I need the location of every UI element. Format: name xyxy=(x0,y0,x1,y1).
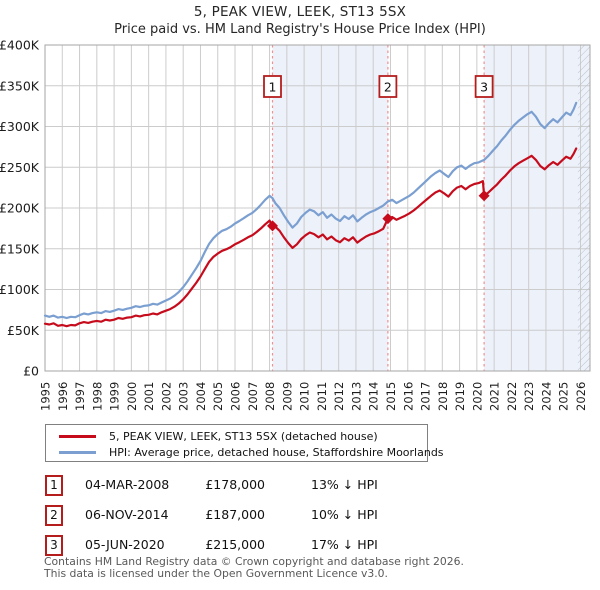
svg-text:2013: 2013 xyxy=(349,382,363,411)
page-subtitle: Price paid vs. HM Land Registry's House … xyxy=(114,22,486,37)
svg-text:£350K: £350K xyxy=(0,78,40,93)
svg-text:1996: 1996 xyxy=(56,382,70,411)
page-title: 5, PEAK VIEW, LEEK, ST13 5SX xyxy=(193,4,407,20)
svg-text:2015: 2015 xyxy=(384,382,398,411)
svg-text:£200K: £200K xyxy=(0,201,40,216)
sale-marker-1 xyxy=(267,220,279,232)
svg-text:2009: 2009 xyxy=(280,382,294,411)
legend-item-price-paid: 5, PEAK VIEW, LEEK, ST13 5SX (detached h… xyxy=(46,428,427,444)
svg-text:2020: 2020 xyxy=(470,382,484,411)
future-no-data-band xyxy=(577,45,590,371)
svg-text:2018: 2018 xyxy=(436,382,450,411)
svg-text:2002: 2002 xyxy=(159,382,173,411)
svg-text:1: 1 xyxy=(269,80,277,95)
sale-number-badge: 1 xyxy=(45,475,63,496)
svg-text:2012: 2012 xyxy=(332,382,346,411)
svg-text:1999: 1999 xyxy=(108,382,122,411)
sale-hpi-diff: 10% ↓ HPI xyxy=(311,507,378,522)
chart-legend: 5, PEAK VIEW, LEEK, ST13 5SX (detached h… xyxy=(45,424,444,462)
sale-flag-3 xyxy=(474,75,494,98)
svg-text:1997: 1997 xyxy=(73,382,87,411)
footer-line-1: Contains HM Land Registry data © Crown c… xyxy=(44,555,464,568)
sale-date: 05-JUN-2020 xyxy=(85,537,165,552)
x-axis-labels: 1995 1996 1997 1998 1999 2000 2001 2002 2003 2004… xyxy=(39,382,588,411)
sale-price: £215,000 xyxy=(205,537,265,552)
svg-text:2023: 2023 xyxy=(522,382,536,411)
table-row: 2 06-NOV-2014 £187,000 10% ↓ HPI xyxy=(45,503,565,533)
sale-number-badge: 3 xyxy=(45,535,63,556)
legend-label-hpi: HPI: Average price, detached house, Staf… xyxy=(109,445,444,459)
svg-text:£50K: £50K xyxy=(7,323,40,338)
svg-text:2010: 2010 xyxy=(298,382,312,411)
svg-text:2: 2 xyxy=(384,80,392,95)
sale-number-badge: 2 xyxy=(45,505,63,526)
svg-text:1998: 1998 xyxy=(90,382,104,411)
transactions-table: 1 04-MAR-2008 £178,000 13% ↓ HPI 2 06-NO… xyxy=(45,473,565,563)
svg-text:2001: 2001 xyxy=(142,382,156,411)
svg-text:2006: 2006 xyxy=(229,382,243,411)
svg-text:2007: 2007 xyxy=(246,382,260,411)
price-paid-line-swatch xyxy=(59,434,96,438)
legend-item-hpi: HPI: Average price, detached house, Staf… xyxy=(46,444,444,460)
sale-hpi-diff: 13% ↓ HPI xyxy=(311,477,378,492)
y-axis-labels: £0 £50K £100K £150K £200K £250K £300K £350K £400… xyxy=(0,38,40,379)
svg-text:2011: 2011 xyxy=(315,382,329,411)
sale-hpi-diff: 17% ↓ HPI xyxy=(311,537,378,552)
svg-text:£400K: £400K xyxy=(0,38,40,53)
svg-text:2019: 2019 xyxy=(453,382,467,411)
svg-text:£150K: £150K xyxy=(0,241,40,256)
sale-date: 06-NOV-2014 xyxy=(85,507,169,522)
svg-text:3: 3 xyxy=(480,80,488,95)
svg-text:2014: 2014 xyxy=(367,382,381,411)
svg-text:2017: 2017 xyxy=(419,382,433,411)
sale-flag-1 xyxy=(263,75,282,98)
svg-text:2008: 2008 xyxy=(263,382,277,411)
svg-text:2000: 2000 xyxy=(125,382,139,411)
svg-text:£300K: £300K xyxy=(0,119,40,134)
svg-text:2025: 2025 xyxy=(557,382,571,411)
svg-text:2016: 2016 xyxy=(401,382,415,411)
table-row: 1 04-MAR-2008 £178,000 13% ↓ HPI xyxy=(45,473,565,503)
sale-price: £187,000 xyxy=(205,507,265,522)
svg-text:2004: 2004 xyxy=(194,382,208,411)
sale-flag-2 xyxy=(378,75,398,98)
svg-text:£0: £0 xyxy=(23,364,39,379)
svg-text:£250K: £250K xyxy=(0,160,40,175)
price-paid-line xyxy=(43,147,578,328)
sale-date-lines xyxy=(271,45,485,371)
hpi-line-swatch xyxy=(59,450,96,454)
svg-text:2024: 2024 xyxy=(539,382,553,411)
sale-marker-2 xyxy=(382,213,394,225)
svg-text:1995: 1995 xyxy=(39,382,53,411)
sale-date: 04-MAR-2008 xyxy=(85,477,170,492)
svg-text:£100K: £100K xyxy=(0,282,40,297)
table-row: 3 05-JUN-2020 £215,000 17% ↓ HPI xyxy=(45,533,565,563)
footer-line-2: This data is licensed under the Open Gov… xyxy=(44,566,388,580)
plot-border xyxy=(44,44,591,372)
svg-text:2021: 2021 xyxy=(488,382,502,411)
hpi-line xyxy=(43,101,578,320)
copyright-footer: Contains HM Land Registry data © Crown c… xyxy=(44,556,464,579)
price-history-chart: £0 £50K £100K £150K £200K £250K £300K £350K £400… xyxy=(0,38,591,411)
svg-text:2003: 2003 xyxy=(177,382,191,411)
sale-price: £178,000 xyxy=(205,477,265,492)
sale-marker-3 xyxy=(478,190,490,202)
svg-text:2026: 2026 xyxy=(574,382,588,411)
svg-text:2022: 2022 xyxy=(505,382,519,411)
legend-label-price-paid: 5, PEAK VIEW, LEEK, ST13 5SX (detached h… xyxy=(109,429,378,443)
svg-text:2005: 2005 xyxy=(211,382,225,411)
